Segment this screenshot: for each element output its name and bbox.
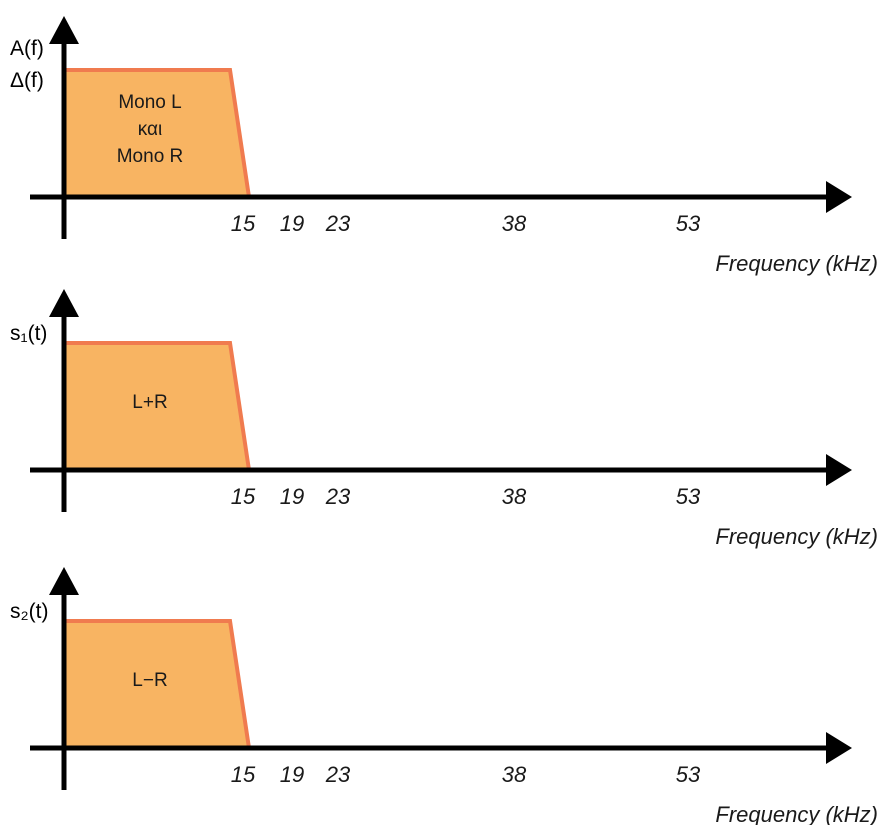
- frequency-tick-label: 19: [280, 211, 304, 236]
- frequency-tick-label: 23: [325, 484, 351, 509]
- frequency-tick-label: 23: [325, 762, 351, 787]
- frequency-tick-label: 53: [676, 762, 701, 787]
- frequency-tick-label: 19: [280, 762, 304, 787]
- frequency-axis-arrowhead: [826, 181, 852, 213]
- frequency-tick-label: 23: [325, 211, 351, 236]
- spectrum-panel-3: s₂(t) L−R 15 19 23 38 53 Frequency (kHz): [10, 567, 878, 825]
- frequency-axis-arrowhead: [826, 732, 852, 764]
- band-label: L−R: [132, 670, 167, 691]
- frequency-axis-label: Frequency (kHz): [715, 802, 878, 825]
- frequency-tick-label: 19: [280, 484, 304, 509]
- frequency-tick-label: 38: [502, 762, 527, 787]
- frequency-tick-label: 15: [231, 211, 256, 236]
- frequency-tick-label: 15: [231, 762, 256, 787]
- frequency-tick-label: 53: [676, 211, 701, 236]
- band-label: Mono L: [118, 92, 181, 113]
- y-axis-label: s₂(t): [10, 600, 48, 623]
- frequency-axis-arrowhead: [826, 454, 852, 486]
- frequency-tick-label: 15: [231, 484, 256, 509]
- y-axis-label: Δ(f): [10, 69, 44, 92]
- frequency-tick-label: 38: [502, 484, 527, 509]
- band-edge: [66, 68, 251, 198]
- band-edge: [66, 619, 251, 749]
- y-axis-label: s₁(t): [10, 322, 47, 345]
- frequency-axis-label: Frequency (kHz): [715, 524, 878, 549]
- amplitude-axis-arrowhead: [49, 567, 79, 595]
- spectrum-panel-1: A(f) Δ(f) Mono L και Mono R 15 19 23 38 53 Frequen…: [10, 16, 878, 276]
- band-label: Mono R: [117, 146, 184, 167]
- band-label: L+R: [132, 392, 167, 413]
- baseband-trapezoid: [66, 621, 249, 748]
- baseband-trapezoid: [66, 343, 249, 470]
- y-axis-label: A(f): [10, 37, 44, 60]
- band-edge: [66, 341, 251, 471]
- spectrum-panel-2: s₁(t) L+R 15 19 23 38 53 Frequency (kHz): [10, 289, 878, 549]
- frequency-axis-label: Frequency (kHz): [715, 251, 878, 276]
- band-label: και: [138, 119, 162, 140]
- baseband-trapezoid: [66, 70, 249, 197]
- frequency-tick-label: 53: [676, 484, 701, 509]
- amplitude-axis-arrowhead: [49, 16, 79, 44]
- frequency-tick-label: 38: [502, 211, 527, 236]
- amplitude-axis-arrowhead: [49, 289, 79, 317]
